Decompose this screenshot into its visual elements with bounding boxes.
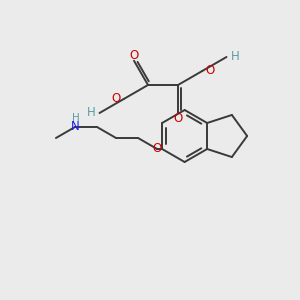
Text: O: O xyxy=(129,49,139,62)
Text: H: H xyxy=(72,113,80,123)
Text: O: O xyxy=(152,142,162,155)
Text: O: O xyxy=(173,112,183,124)
Text: H: H xyxy=(230,50,239,64)
Text: N: N xyxy=(70,121,80,134)
Text: H: H xyxy=(87,106,95,119)
Text: O: O xyxy=(112,92,121,106)
Text: O: O xyxy=(205,64,214,77)
